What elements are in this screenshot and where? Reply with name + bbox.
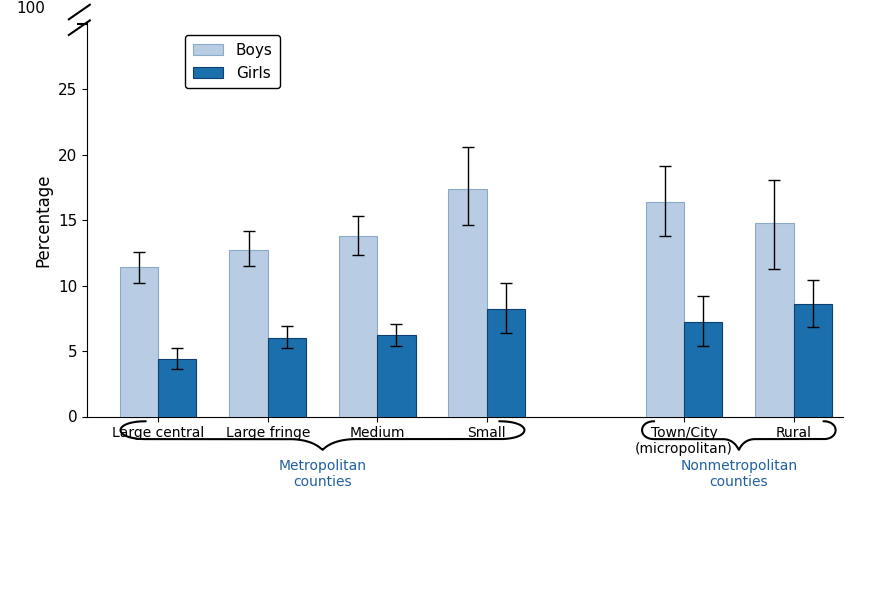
Bar — [755, 223, 793, 416]
Bar — [268, 338, 306, 416]
Bar — [646, 202, 684, 416]
Text: Metropolitan
counties: Metropolitan counties — [278, 459, 367, 489]
Bar — [793, 304, 832, 416]
Bar — [339, 236, 377, 416]
Text: 100: 100 — [17, 1, 45, 16]
Y-axis label: Percentage: Percentage — [35, 173, 52, 267]
Bar — [120, 267, 158, 416]
Bar — [377, 336, 415, 416]
Text: Nonmetropolitan
counties: Nonmetropolitan counties — [680, 459, 798, 489]
Bar — [158, 359, 196, 416]
Bar — [487, 309, 525, 416]
Bar — [229, 250, 268, 416]
Legend: Boys, Girls: Boys, Girls — [185, 35, 280, 88]
Bar — [448, 189, 487, 416]
Bar — [684, 322, 722, 416]
